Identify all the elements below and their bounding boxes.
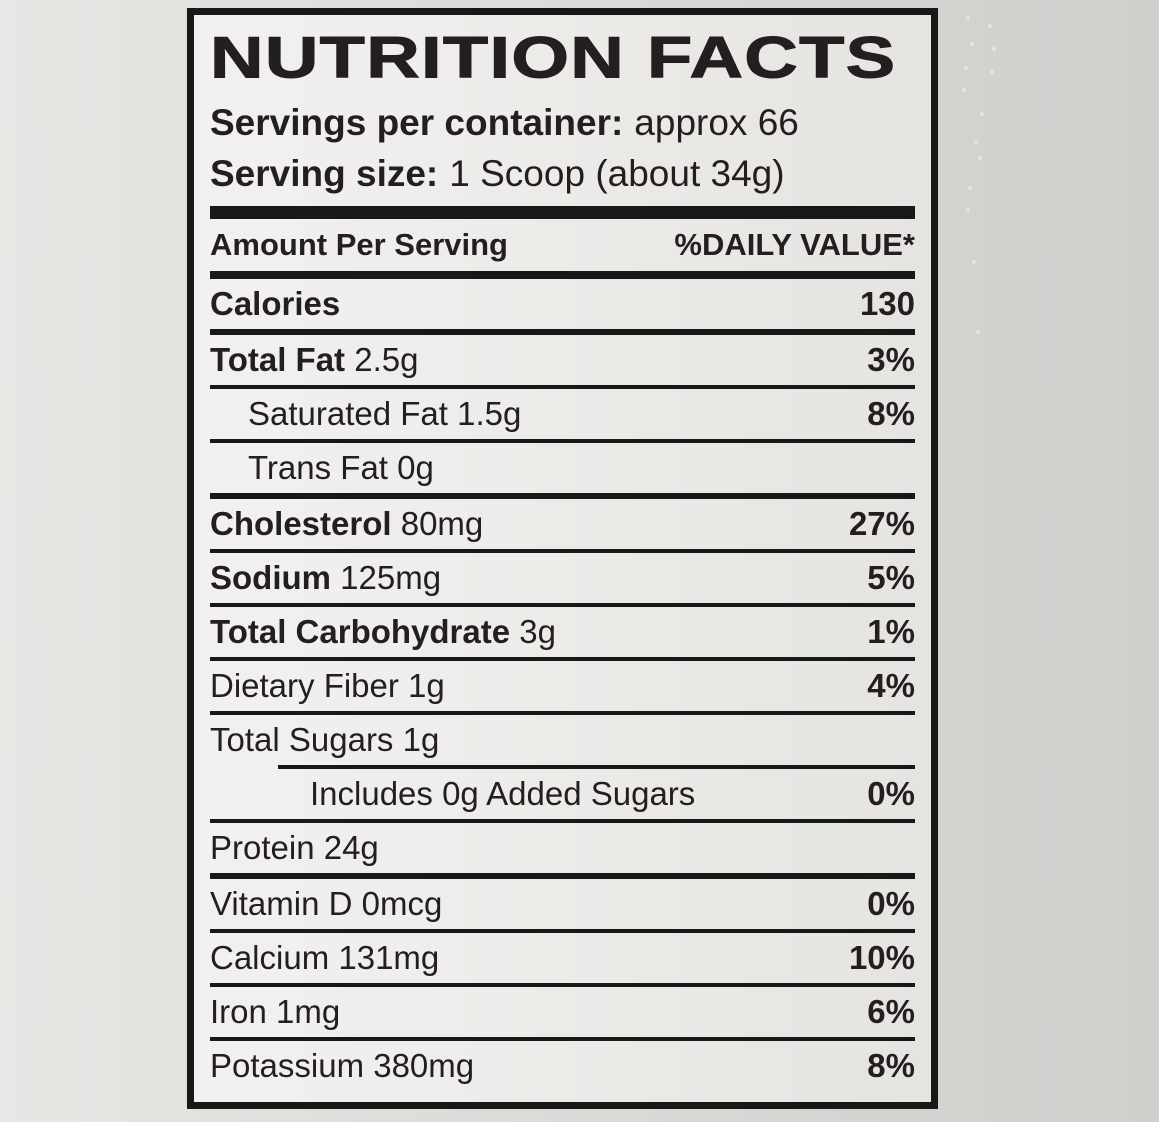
nutrient-name: Saturated Fat xyxy=(248,395,448,432)
speckle-dot xyxy=(962,88,966,92)
row-separator xyxy=(210,493,915,499)
speckle-dot xyxy=(974,140,978,144)
nutrient-amount: 2.5g xyxy=(345,341,419,378)
nutrient-row: Sodium 125mg 5% xyxy=(210,553,915,603)
nutrient-name: Vitamin D xyxy=(210,885,353,922)
nutrient-row: Protein 24g xyxy=(210,823,915,873)
nutrient-daily-value: 8% xyxy=(867,395,915,432)
nutrient-row: Trans Fat 0g xyxy=(210,443,915,493)
nutrient-row: Total Fat 2.5g 3% xyxy=(210,335,915,385)
row-separator xyxy=(210,549,915,553)
row-separator xyxy=(210,603,915,607)
nutrient-name: Iron xyxy=(210,993,267,1030)
speckle-dot xyxy=(966,16,970,20)
nutrient-amount: 80mg xyxy=(391,505,484,542)
nutrient-amount: 1.5g xyxy=(447,395,522,432)
nutrient-amount: 1g xyxy=(393,721,440,758)
nutrient-row: Vitamin D 0mcg 0% xyxy=(210,879,915,929)
nutrient-amount: 1mg xyxy=(266,993,341,1030)
row-separator xyxy=(210,873,915,879)
nutrient-amount: 0mcg xyxy=(352,885,443,922)
nutrient-daily-value: 10% xyxy=(848,939,915,976)
row-separator xyxy=(210,329,915,335)
nutrient-name: Calories xyxy=(210,285,341,322)
speckle-dot xyxy=(972,260,976,264)
nutrient-amount: 1g xyxy=(398,667,445,704)
speckle-dot xyxy=(964,66,968,70)
servings-per-container-line: Servings per container: approx 66 xyxy=(210,97,915,148)
nutrient-name: Calcium xyxy=(210,939,330,976)
row-separator xyxy=(210,439,915,443)
speckle-dot xyxy=(966,208,970,212)
speckle-dot xyxy=(988,24,992,28)
nutrient-row: Calories 130 xyxy=(210,279,915,329)
column-header-row: Amount Per Serving %DAILY VALUE* xyxy=(210,219,915,271)
nutrient-row: Calcium 131mg 10% xyxy=(210,933,915,983)
nutrient-daily-value: 1% xyxy=(867,613,915,650)
nutrient-amount: 3g xyxy=(510,613,556,650)
nutrition-facts-panel: NUTRITION FACTS Servings per container: … xyxy=(187,8,938,1109)
serving-size-line: Serving size: 1 Scoop (about 34g) xyxy=(210,148,915,199)
serving-size-value: 1 Scoop (about 34g) xyxy=(449,152,785,194)
nutrient-rows: Calories 130 Total Fat 2.5g 3% Saturated… xyxy=(210,279,915,1091)
nutrient-name: Dietary Fiber xyxy=(210,667,399,704)
header-divider-bar xyxy=(210,271,915,279)
nutrient-row: Cholesterol 80mg 27% xyxy=(210,499,915,549)
panel-title: NUTRITION FACTS xyxy=(209,25,897,91)
nutrient-amount: 380mg xyxy=(364,1047,475,1084)
speckle-dot xyxy=(990,70,994,74)
daily-value-header: %DAILY VALUE* xyxy=(674,227,915,262)
nutrient-name: Cholesterol xyxy=(210,505,392,542)
row-separator xyxy=(210,929,915,933)
speckle-dot xyxy=(980,112,984,116)
servings-per-container-label: Servings per container: xyxy=(210,101,624,143)
amount-per-serving-header: Amount Per Serving xyxy=(210,227,508,262)
nutrient-row: Saturated Fat 1.5g 8% xyxy=(210,389,915,439)
row-separator xyxy=(210,1037,915,1041)
nutrient-amount: 125mg xyxy=(331,559,442,596)
nutrient-amount: 24g xyxy=(314,829,379,866)
nutrient-row: Potassium 380mg 8% xyxy=(210,1041,915,1091)
speckle-dot xyxy=(968,186,972,190)
nutrient-row: Dietary Fiber 1g 4% xyxy=(210,661,915,711)
nutrient-name: Trans Fat xyxy=(248,449,388,486)
nutrient-name: Total Fat xyxy=(210,341,346,378)
speckle-dot xyxy=(992,47,996,51)
nutrient-row: Iron 1mg 6% xyxy=(210,987,915,1037)
nutrient-daily-value: 130 xyxy=(859,285,915,322)
nutrient-daily-value: 5% xyxy=(867,559,915,596)
speckle-dot xyxy=(978,156,982,160)
speckle-dot xyxy=(976,330,980,334)
nutrient-row: Total Sugars 1g xyxy=(210,715,915,765)
thick-divider-bar xyxy=(210,206,915,219)
nutrient-daily-value: 27% xyxy=(848,505,915,542)
nutrient-name: Total Sugars xyxy=(210,721,394,758)
row-separator xyxy=(210,819,915,823)
nutrient-name: Sodium xyxy=(210,559,331,596)
row-separator xyxy=(210,983,915,987)
row-separator xyxy=(210,657,915,661)
row-separator xyxy=(210,385,915,389)
row-separator xyxy=(210,711,915,715)
nutrient-row: Total Carbohydrate 3g 1% xyxy=(210,607,915,657)
row-separator xyxy=(278,765,915,769)
servings-per-container-value: approx 66 xyxy=(634,101,799,143)
speckle-dot xyxy=(970,42,974,46)
serving-size-label: Serving size: xyxy=(210,152,439,194)
nutrient-daily-value: 0% xyxy=(867,775,915,812)
nutrient-daily-value: 0% xyxy=(867,885,915,922)
nutrient-daily-value: 6% xyxy=(867,993,915,1030)
nutrient-name: Protein xyxy=(210,829,315,866)
nutrient-row: Includes 0g Added Sugars 0% xyxy=(210,769,915,819)
nutrient-amount: 0g xyxy=(387,449,434,486)
nutrient-daily-value: 4% xyxy=(867,667,915,704)
nutrient-amount: 131mg xyxy=(329,939,440,976)
nutrient-daily-value: 3% xyxy=(867,341,915,378)
nutrient-daily-value: 8% xyxy=(867,1047,915,1084)
nutrient-name: Potassium xyxy=(210,1047,365,1084)
nutrient-name: Includes 0g Added Sugars xyxy=(310,775,696,812)
nutrient-name: Total Carbohydrate xyxy=(210,613,511,650)
